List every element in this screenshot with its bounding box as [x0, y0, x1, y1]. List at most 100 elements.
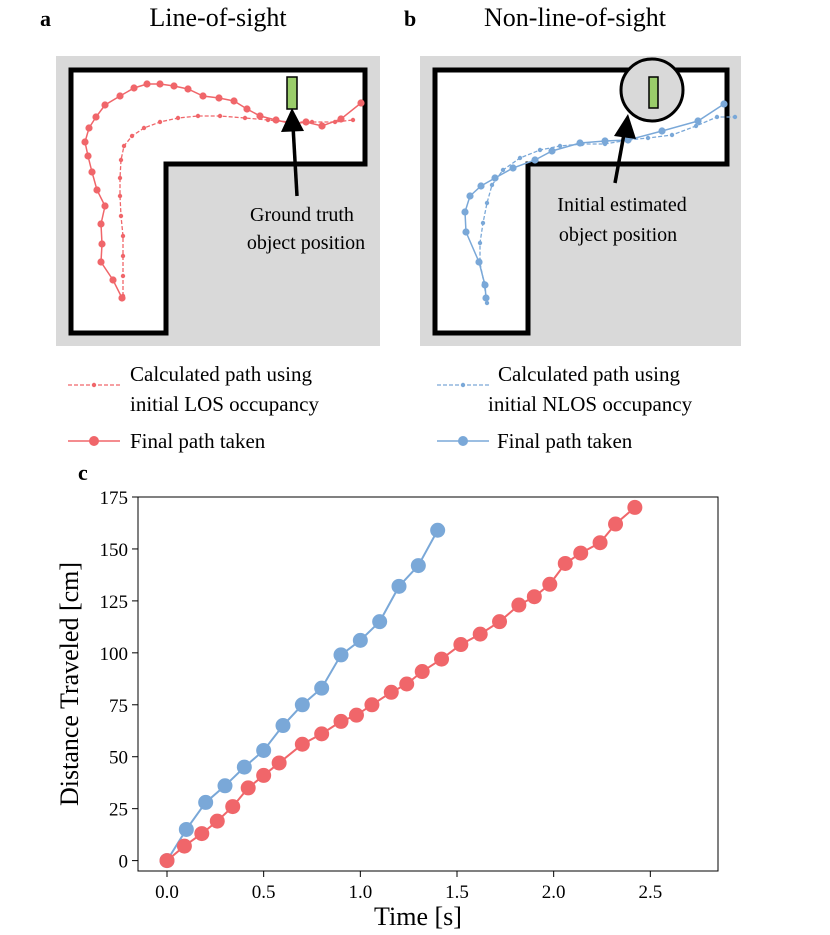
panel-b-calculated-point — [714, 114, 720, 120]
chart-axes-ticks: 0.0 0.5 1.0 1.5 2.0 2.5 0 25 50 75 100 125 150 175 — [100, 488, 663, 903]
panel-b-final-point — [576, 139, 584, 147]
panel-a-calculated-point — [129, 133, 135, 139]
panel-b-final-point — [475, 258, 483, 266]
chart-data-point — [410, 558, 426, 574]
chart-data-point — [348, 707, 364, 723]
chart-data-point — [352, 632, 368, 648]
panel-a-calculated-point — [118, 213, 124, 219]
panel-a-final-point — [118, 294, 126, 302]
legend-b-final-label: Final path taken — [497, 429, 633, 453]
panel-b-final-point — [481, 281, 489, 289]
panel-b-calculated-point — [484, 300, 490, 306]
panel-b-corridor — [432, 67, 730, 336]
panel-b-final-point — [491, 174, 499, 182]
chart-x-axis-label: Time [s] — [374, 902, 462, 931]
chart-data-point — [294, 697, 310, 713]
chart-data-point — [314, 726, 330, 742]
chart-data-point — [236, 759, 252, 775]
chart-y-axis-label: Distance Traveled [cm] — [55, 562, 84, 806]
legend-b: Calculated path using initial NLOS occup… — [437, 362, 693, 453]
panel-a-calculated-point — [118, 157, 124, 163]
panel-a-final-point — [81, 138, 89, 146]
panel-b-object-marker — [648, 76, 659, 109]
panel-b-calculated-point — [645, 135, 651, 141]
panel-b-letter: b — [404, 6, 416, 31]
panel-b-calculated-point — [693, 123, 699, 129]
panel-a-final-point — [109, 276, 117, 284]
panel-a-title: Line-of-sight — [149, 3, 287, 32]
legend-a: Calculated path using initial LOS occupa… — [68, 362, 319, 453]
chart-y-tick-label: 175 — [100, 488, 129, 509]
chart-data-point — [159, 853, 175, 869]
panel-a-final-point — [101, 202, 109, 210]
legend-b-final-marker — [458, 436, 468, 446]
chart-data-point — [198, 794, 214, 810]
chart-data-point — [526, 589, 542, 605]
panel-a-final-point — [116, 92, 124, 100]
panel-b-final-point — [461, 208, 469, 216]
legend-a-calculated-line2: initial LOS occupancy — [130, 392, 319, 416]
chart-x-tick-label: 1.0 — [348, 882, 372, 903]
chart-series — [159, 499, 643, 869]
panel-b-calculated-point — [669, 132, 675, 138]
chart-data-point — [492, 614, 508, 630]
chart-data-point — [430, 522, 446, 538]
panel-a-calculated-point — [120, 273, 126, 279]
chart-data-point — [542, 576, 558, 592]
legend-a-final-marker — [89, 436, 99, 446]
panel-a-final-point — [243, 105, 251, 113]
panel-a-final-point — [302, 118, 310, 126]
legend-a-calculated-line1: Calculated path using — [130, 362, 312, 386]
chart-x-tick-label: 0.5 — [252, 882, 276, 903]
chart-data-point — [294, 736, 310, 752]
panel-b-final-point — [694, 117, 702, 125]
chart-y-tick-label: 0 — [119, 852, 129, 873]
panel-b-final-point — [462, 228, 470, 236]
panel-b-final-point — [477, 182, 485, 190]
panel-a-final-point — [156, 80, 164, 88]
panel-a-object-marker — [286, 76, 298, 110]
chart-data-point — [333, 713, 349, 729]
panel-b-calculated-point — [557, 143, 563, 149]
chart-data-point — [333, 647, 349, 663]
chart-data-point — [271, 755, 287, 771]
chart-data-point — [314, 680, 330, 696]
panel-a-final-point — [337, 115, 345, 123]
panel-a-final-point — [130, 84, 138, 92]
panel-a-final-point — [88, 168, 96, 176]
panel-a-final-point — [85, 124, 93, 132]
panel-a-calculated-point — [120, 233, 126, 239]
legend-b-calculated-line2: initial NLOS occupancy — [488, 392, 693, 416]
chart-data-point — [217, 778, 233, 794]
panel-a-final-point — [272, 116, 280, 124]
panel-a-calculated-point — [120, 253, 126, 259]
chart-data-point — [391, 578, 407, 594]
legend-b-calculated-line1: Calculated path using — [498, 362, 680, 386]
chart-y-tick-label: 125 — [100, 592, 129, 613]
panel-a-final-point — [318, 122, 326, 130]
chart-data-point — [414, 664, 430, 680]
chart-data-point — [225, 799, 241, 815]
legend-a-final-label: Final path taken — [130, 429, 266, 453]
chart-data-point — [256, 742, 272, 758]
panel-a-final-point — [199, 92, 207, 100]
chart-data-point — [511, 597, 527, 613]
panel-b-annotation-line1: Initial estimated — [557, 194, 686, 216]
chart-data-point — [364, 697, 380, 713]
panel-a-final-point — [184, 85, 192, 93]
panel-b-final-point — [531, 156, 539, 164]
chart-data-point — [557, 555, 573, 571]
panel-b: b Non-line-of-sight Initial estimated ob… — [404, 3, 741, 346]
panel-a-calculated-point — [350, 117, 356, 123]
chart-data-point — [178, 821, 194, 837]
chart-data-point — [472, 626, 488, 642]
panel-a-final-point — [101, 101, 109, 109]
panel-a-final-point — [84, 152, 92, 160]
chart-data-point — [399, 676, 415, 692]
chart-data-point — [240, 780, 256, 796]
panel-a-calculated-point — [175, 115, 181, 121]
chart-y-tick-label: 50 — [109, 748, 128, 769]
panel-b-final-point — [548, 147, 556, 155]
panel-b-final-point — [466, 192, 474, 200]
